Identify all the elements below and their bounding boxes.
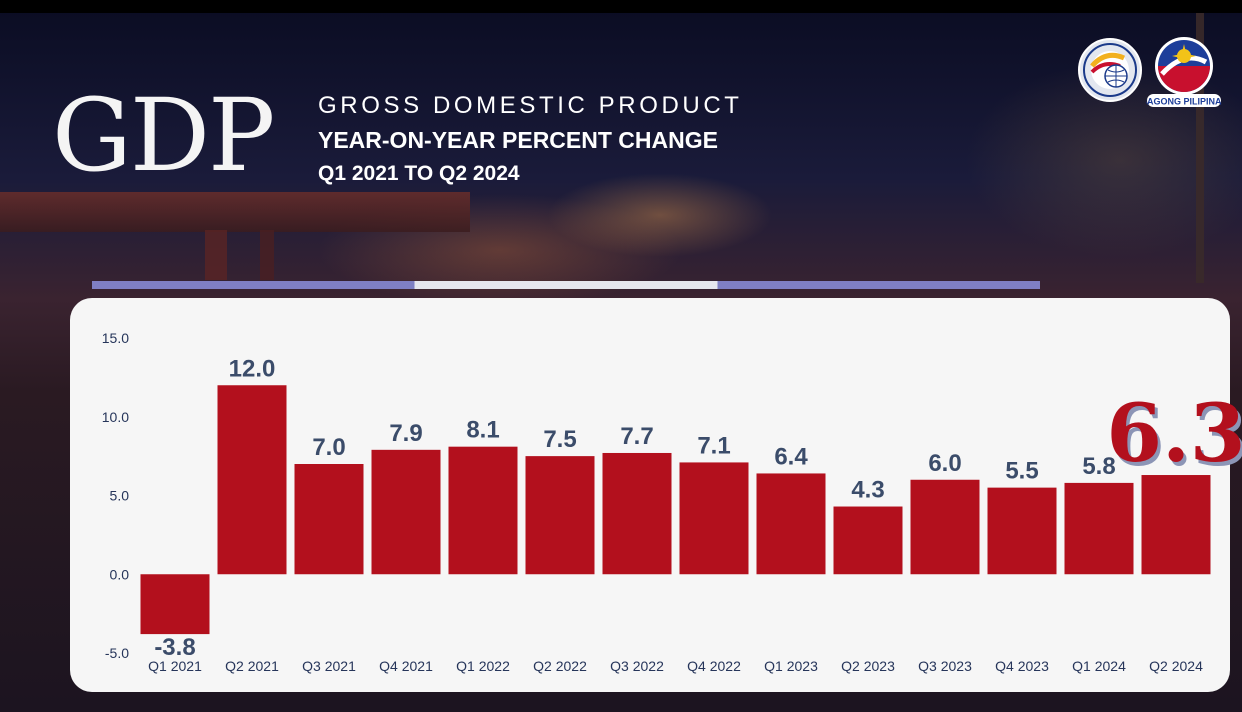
bar [833,506,903,575]
title-gross-domestic-product: GROSS DOMESTIC PRODUCT [318,92,743,119]
value-label: 7.0 [312,434,345,461]
value-label: -3.8 [154,634,195,661]
category-label: Q3 2021 [302,658,356,674]
y-tick-label: 15.0 [102,330,129,346]
bar [987,487,1057,575]
bar [294,464,364,575]
philippine-sun-emblem-icon: BAGONG PILIPINAS [1140,37,1228,107]
bar [602,452,672,575]
category-labels: Q1 2021 Q2 2021 Q3 2021 Q4 2021 Q1 2022 Q2 20… [148,658,1203,674]
bar [1141,475,1211,575]
value-label: 6.4 [774,443,808,470]
globe-icon [1083,43,1137,97]
highlight-value-label-shadow: 6.3 [1109,390,1242,484]
value-label: 7.7 [620,423,653,450]
value-label: 12.0 [229,355,276,382]
y-axis-ticks: -5.0 0.0 5.0 10.0 15.0 [102,330,129,661]
category-label: Q3 2022 [610,658,664,674]
bagong-pilipinas-logo: BAGONG PILIPINAS [1140,36,1228,108]
category-label: Q4 2022 [687,658,741,674]
value-label: 4.3 [851,477,884,504]
value-label: 8.1 [466,417,499,444]
y-tick-label: 10.0 [102,409,129,425]
value-label: 7.9 [389,420,422,447]
y-tick-label: -5.0 [105,645,129,661]
bar [756,473,826,575]
psa-seal-logo [1078,38,1142,102]
category-label: Q1 2021 [148,658,202,674]
value-label: 6.0 [928,450,961,477]
category-label: Q4 2023 [995,658,1049,674]
accent-stripe [92,281,1040,289]
value-label: 5.5 [1005,458,1038,485]
bar [140,574,210,635]
category-label: Q2 2023 [841,658,895,674]
highlight-value-label: 6.3 [1106,386,1242,480]
title-yoy-percent-change: YEAR-ON-YEAR PERCENT CHANGE [318,127,718,153]
value-label: 5.8 [1082,453,1115,480]
background-pillar [260,230,274,280]
value-label: 7.5 [543,426,576,453]
bar [371,449,441,575]
category-label: Q2 2021 [225,658,279,674]
bar [448,446,518,575]
bar [1064,482,1134,575]
category-label: Q4 2021 [379,658,433,674]
bar [910,479,980,575]
top-black-bar [0,0,1242,13]
background-light-pole [1196,13,1204,283]
category-label: Q1 2024 [1072,658,1126,674]
bar [217,385,287,575]
title-period-range: Q1 2021 TO Q2 2024 [318,162,520,185]
y-tick-label: 0.0 [110,566,130,582]
background-pillar [205,230,227,280]
bar [525,456,595,575]
background-overpass [0,192,470,232]
logo-label: BAGONG PILIPINAS [1146,96,1222,106]
y-tick-label: 5.0 [110,488,130,504]
bar [679,462,749,575]
gdp-wordmark: GDP [52,77,275,194]
value-labels: -3.8 12.0 7.0 7.9 8.1 7.5 7.7 7.1 6.4 4.3 6.0 5.5 5.… [154,355,1242,661]
category-label: Q1 2023 [764,658,818,674]
category-label: Q3 2023 [918,658,972,674]
category-label: Q2 2024 [1149,658,1203,674]
value-label: 7.1 [697,432,730,459]
category-label: Q1 2022 [456,658,510,674]
bar-series [140,385,1211,635]
category-label: Q2 2022 [533,658,587,674]
